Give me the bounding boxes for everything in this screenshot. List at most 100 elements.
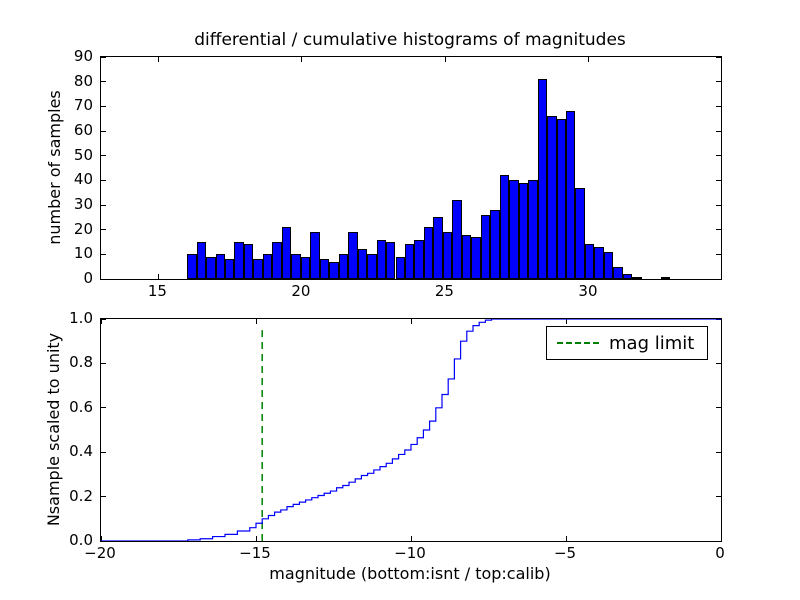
histogram-bar <box>480 214 491 279</box>
histogram-bar <box>613 266 623 279</box>
tick-mark <box>716 451 721 453</box>
tick-mark <box>101 130 106 132</box>
histogram-bar <box>187 254 197 279</box>
tick-mark <box>101 229 106 231</box>
cumulative-plot-canvas <box>101 319 721 541</box>
tick-mark <box>255 536 257 541</box>
tick-mark <box>101 179 106 181</box>
histogram-bar <box>490 209 500 279</box>
histogram-bar <box>367 254 377 279</box>
histogram-bar <box>357 249 368 279</box>
tick-mark <box>101 105 106 107</box>
histogram-bar <box>272 242 282 279</box>
tick-label: 50 <box>73 145 93 164</box>
bottom-ylabel-wrap: Nsample scaled to unity <box>44 318 64 540</box>
tick-mark <box>410 536 412 541</box>
tick-mark <box>157 274 159 279</box>
tick-mark <box>101 318 106 320</box>
tick-mark <box>301 57 303 62</box>
histogram-bar <box>622 274 633 279</box>
tick-mark <box>101 56 106 58</box>
tick-label: 0 <box>715 544 725 562</box>
histogram-bar <box>310 232 320 279</box>
tick-label: 30 <box>73 195 93 213</box>
tick-label: 25 <box>434 282 454 300</box>
tick-mark <box>101 155 106 157</box>
histogram-bar <box>556 118 566 279</box>
tick-mark <box>588 57 590 62</box>
tick-mark <box>100 536 102 541</box>
tick-label: −15 <box>239 544 271 562</box>
tick-mark <box>720 319 722 324</box>
tick-label: 0.8 <box>69 353 93 372</box>
histogram-bar <box>433 217 443 279</box>
top-plot-histogram <box>100 56 722 280</box>
histogram-bar <box>528 180 538 279</box>
histogram-bar <box>291 254 301 279</box>
tick-mark <box>716 362 721 364</box>
tick-label: 0.2 <box>69 486 93 505</box>
tick-mark <box>101 451 106 453</box>
tick-mark <box>157 57 159 62</box>
histogram-bar <box>300 256 311 279</box>
tick-mark <box>565 319 567 324</box>
histogram-bar <box>660 276 671 279</box>
tick-mark <box>716 253 721 255</box>
tick-mark <box>565 536 567 541</box>
histogram-bar <box>253 259 263 279</box>
tick-label: 1.0 <box>69 309 93 327</box>
histogram-bar <box>509 180 519 279</box>
histogram-bar <box>603 251 614 279</box>
tick-mark <box>716 130 721 132</box>
histogram-bar <box>518 182 529 279</box>
tick-mark <box>716 81 721 83</box>
tick-mark <box>255 319 257 324</box>
mag-limit-dashed-line-icon <box>557 342 599 344</box>
histogram-bar <box>234 242 244 279</box>
tick-mark <box>101 540 106 542</box>
tick-mark <box>410 319 412 324</box>
tick-mark <box>101 81 106 83</box>
tick-label: 0.0 <box>69 531 93 549</box>
tick-mark <box>101 496 106 498</box>
tick-mark <box>716 204 721 206</box>
tick-label: 0.4 <box>69 442 93 461</box>
chart-title: differential / cumulative histograms of … <box>194 30 626 50</box>
histogram-bar <box>632 276 642 279</box>
tick-label: 40 <box>73 170 93 189</box>
histogram-bar <box>215 254 225 279</box>
tick-label: 15 <box>147 282 167 300</box>
histogram-bar <box>584 244 595 279</box>
histogram-bar <box>547 116 557 279</box>
histogram-bar <box>386 242 396 279</box>
legend-label: mag limit <box>609 332 695 354</box>
tick-mark <box>716 278 721 280</box>
histogram-bar <box>376 239 387 279</box>
tick-label: −5 <box>553 544 577 562</box>
histogram-bar <box>196 242 207 279</box>
histogram-bar <box>206 256 216 279</box>
tick-label: 70 <box>73 96 93 115</box>
tick-mark <box>716 229 721 231</box>
tick-mark <box>716 155 721 157</box>
tick-label: 10 <box>73 244 93 263</box>
histogram-bar <box>423 227 434 279</box>
histogram-bar <box>395 256 405 279</box>
histogram-bar <box>319 259 330 279</box>
histogram-bar <box>225 259 235 279</box>
cumulative-step-line <box>101 319 721 541</box>
tick-label: 90 <box>73 47 93 65</box>
tick-mark <box>716 540 721 542</box>
histogram-bar <box>594 246 604 279</box>
tick-mark <box>101 253 106 255</box>
histogram-bar <box>348 232 358 279</box>
histogram-bar <box>442 232 453 279</box>
histogram-bar <box>452 200 462 279</box>
tick-mark <box>716 407 721 409</box>
tick-label: 30 <box>578 282 598 300</box>
histogram-bar <box>461 234 472 279</box>
tick-mark <box>716 105 721 107</box>
histogram-bar <box>471 237 481 279</box>
tick-label: 80 <box>73 71 93 90</box>
